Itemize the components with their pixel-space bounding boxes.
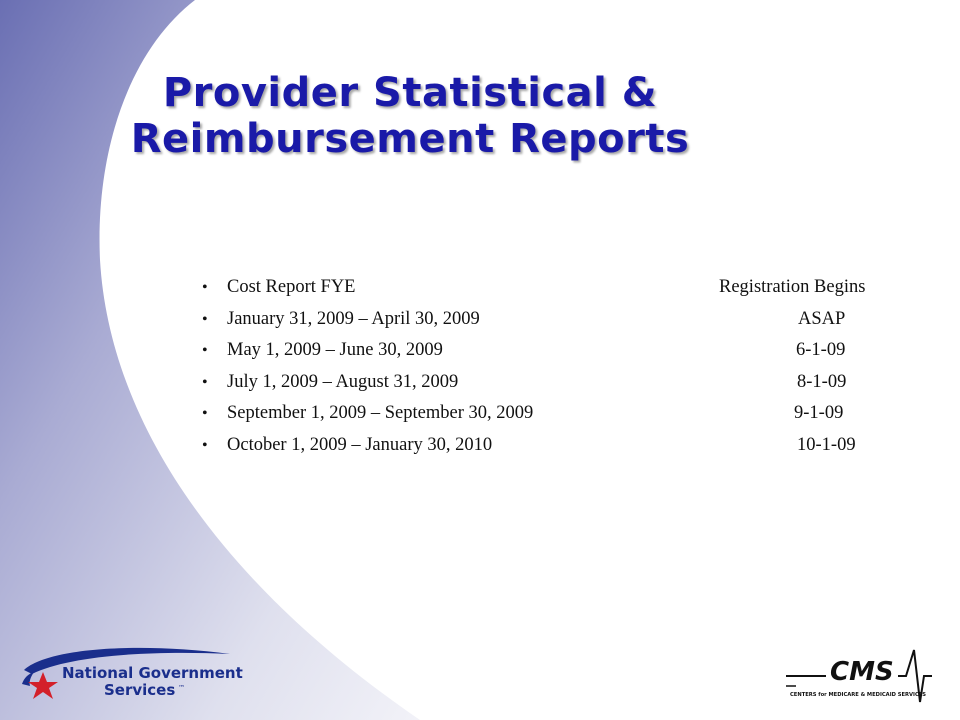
registration-begins-value: 8-1-09	[797, 371, 847, 392]
cms-tagline: CENTERS for MEDICARE & MEDICAID SERVICES	[790, 692, 926, 698]
national-government-services-logo: National Government Services ™	[22, 647, 243, 699]
registration-schedule-list: • Cost Report FYE Registration Begins • …	[200, 272, 920, 461]
cost-report-period: May 1, 2009 – June 30, 2009	[227, 340, 443, 360]
bullet-icon: •	[202, 310, 208, 328]
cost-report-period: July 1, 2009 – August 31, 2009	[227, 371, 459, 392]
registration-begins-value: 6-1-09	[796, 340, 846, 360]
cost-report-period: January 31, 2009 – April 30, 2009	[227, 308, 480, 329]
list-header-row: • Cost Report FYE Registration Begins	[200, 272, 920, 304]
cost-report-period: September 1, 2009 – September 30, 2009	[227, 403, 534, 423]
registration-begins-value: ASAP	[798, 308, 846, 329]
list-item: • September 1, 2009 – September 30, 2009…	[200, 398, 920, 430]
list-item: • October 1, 2009 – January 30, 2010 10-…	[200, 430, 920, 462]
bullet-icon: •	[202, 436, 208, 454]
bullet-icon: •	[202, 373, 208, 391]
cms-logo: CMS CENTERS for MEDICARE & MEDICAID SERV…	[786, 649, 932, 703]
ngs-logo-line-1: National Government	[62, 664, 243, 682]
list-item: • May 1, 2009 – June 30, 2009 6-1-09	[200, 335, 920, 367]
list-item: • July 1, 2009 – August 31, 2009 8-1-09	[200, 367, 920, 399]
bullet-icon: •	[202, 279, 208, 296]
star-icon	[28, 672, 58, 699]
list-item: • January 31, 2009 – April 30, 2009 ASAP	[200, 304, 920, 336]
column-header-period: Cost Report FYE	[227, 277, 356, 297]
registration-begins-value: 9-1-09	[794, 403, 844, 423]
cost-report-period: October 1, 2009 – January 30, 2010	[227, 434, 493, 455]
bullet-icon: •	[202, 342, 208, 359]
ngs-logo-line-2: Services	[104, 681, 175, 699]
column-header-begins: Registration Begins	[719, 277, 866, 297]
cms-wordmark: CMS	[830, 657, 894, 687]
bullet-icon: •	[202, 405, 208, 422]
trademark-mark: ™	[178, 684, 185, 692]
registration-begins-value: 10-1-09	[797, 434, 856, 455]
slide-title-line-2: Reimbursement Reports	[130, 116, 690, 162]
slide-title: Provider Statistical & Reimbursement Rep…	[60, 70, 760, 162]
slide-title-line-1: Provider Statistical &	[162, 70, 658, 116]
